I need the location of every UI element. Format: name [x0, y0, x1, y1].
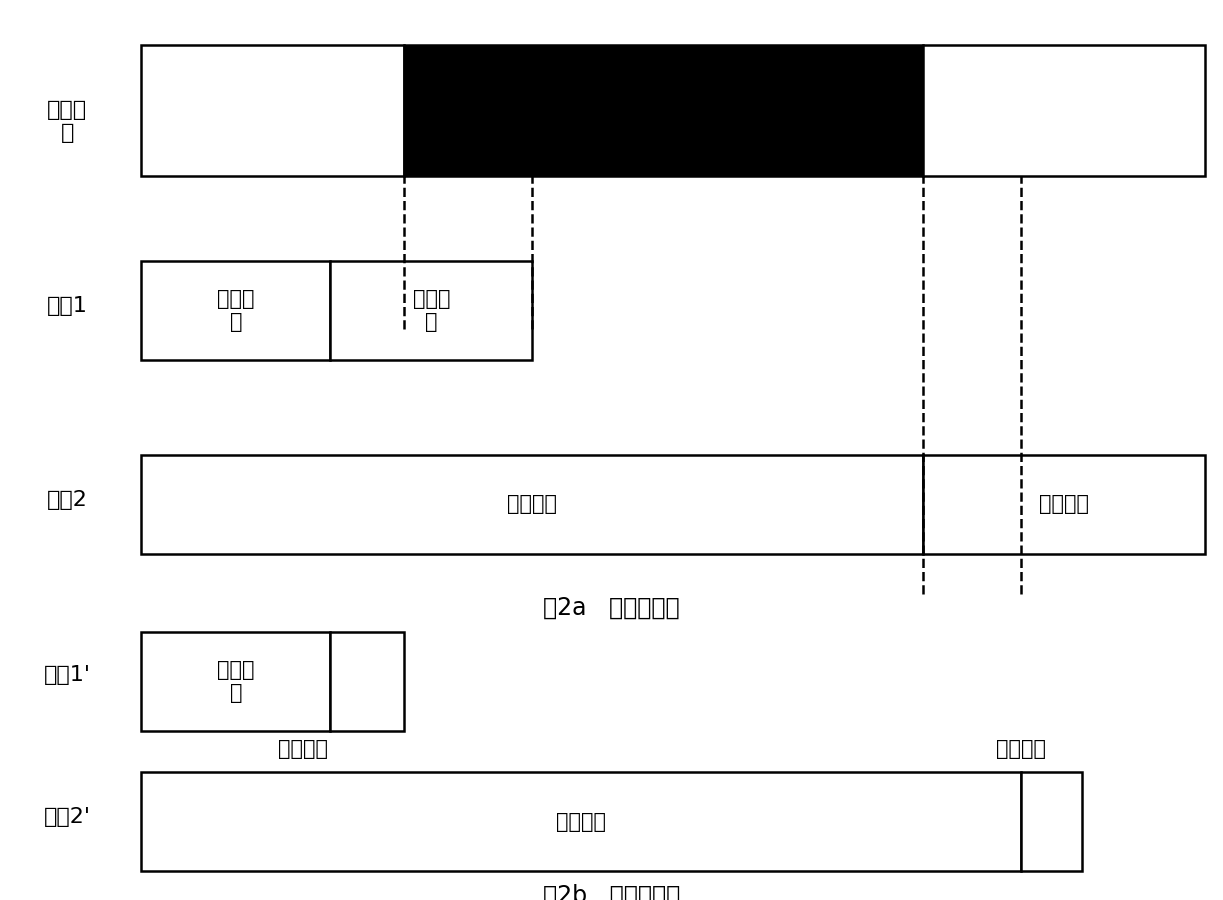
Text: 任务1: 任务1	[46, 296, 88, 316]
Bar	[141, 772, 1021, 871]
Text: 执行时延: 执行时延	[997, 739, 1046, 759]
Text: 传输时延: 传输时延	[556, 812, 605, 832]
Bar	[923, 45, 1205, 176]
Text: 服务基
站: 服务基 站	[48, 100, 87, 143]
Text: 传输时
延: 传输时 延	[218, 660, 254, 703]
Text: 执行时延: 执行时延	[1040, 494, 1088, 514]
Text: 图2a   任务分割前: 图2a 任务分割前	[543, 596, 680, 619]
Text: 任务1': 任务1'	[44, 665, 91, 685]
Bar	[141, 45, 404, 176]
Text: 图2b   任务分割后: 图2b 任务分割后	[543, 884, 680, 900]
Text: 执行时延: 执行时延	[279, 739, 328, 759]
Text: 任务2': 任务2'	[44, 807, 91, 827]
Bar	[141, 632, 330, 731]
Bar	[404, 45, 923, 176]
Text: 任务2: 任务2	[46, 490, 88, 509]
Bar	[330, 261, 532, 360]
Bar	[1021, 772, 1082, 871]
Text: 传输时延: 传输时延	[508, 494, 556, 514]
Bar	[330, 632, 404, 731]
Bar	[141, 454, 923, 554]
Text: 传输时
延: 传输时 延	[218, 289, 254, 332]
Bar	[141, 261, 330, 360]
Bar	[923, 454, 1205, 554]
Text: 执行时
延: 执行时 延	[413, 289, 450, 332]
